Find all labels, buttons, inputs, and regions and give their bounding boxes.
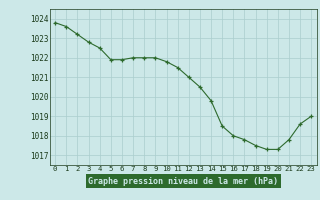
X-axis label: Graphe pression niveau de la mer (hPa): Graphe pression niveau de la mer (hPa) (88, 177, 278, 186)
